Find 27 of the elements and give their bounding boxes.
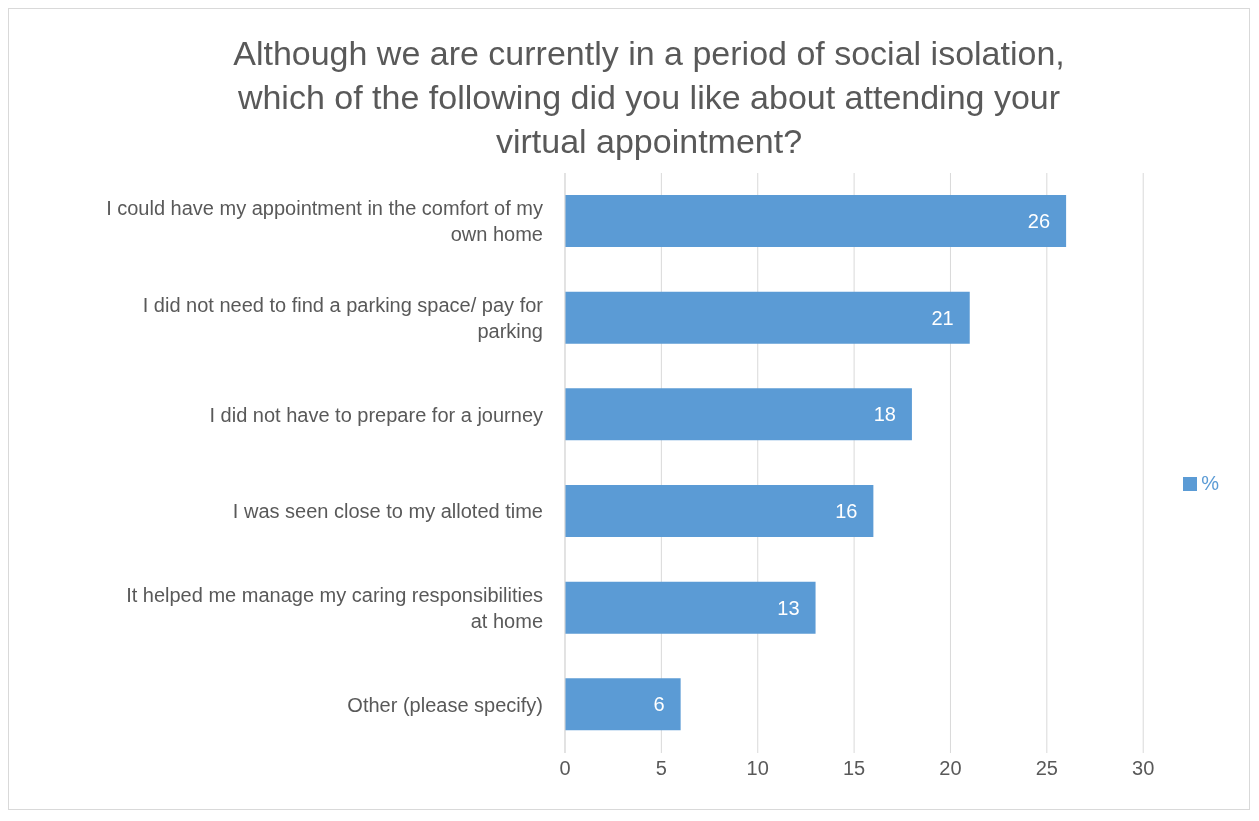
x-tick-label: 30 [1132, 757, 1155, 780]
x-tick-label: 20 [939, 757, 962, 780]
y-tick-label: Other (please specify) [347, 693, 543, 716]
bar [565, 195, 1067, 247]
legend-label: % [1201, 471, 1219, 494]
y-tick-label: I did not have to prepare for a journey [209, 403, 543, 426]
bar [565, 485, 874, 537]
data-label: 6 [653, 693, 665, 716]
data-label: 21 [931, 306, 954, 329]
x-tick-label: 15 [842, 757, 866, 780]
bar [565, 678, 681, 731]
data-label: 18 [873, 403, 896, 426]
bar [565, 581, 816, 634]
x-tick-label: 0 [559, 757, 571, 780]
x-tick-label: 5 [655, 757, 667, 780]
y-tick-label: I did not need to find a parking space/ pay for parking [142, 294, 544, 342]
x-tick-label: 10 [746, 757, 769, 780]
data-label: 26 [1027, 210, 1051, 233]
x-tick-label: 25 [1035, 757, 1058, 780]
data-label: 16 [835, 500, 858, 523]
y-tick-label: I was seen close to my alloted time [232, 500, 543, 523]
y-tick-label: It helped me manage my caring responsibilities at home [126, 584, 543, 632]
bar [565, 291, 970, 344]
bar [565, 388, 912, 441]
chart-title: Although we are currently in a period of social isolation, which of the following did you like about attending your virtual appointment? [232, 33, 1066, 162]
data-label: 13 [777, 596, 800, 619]
y-tick-label: I could have my appointment in the comfort of my own home [106, 197, 543, 246]
